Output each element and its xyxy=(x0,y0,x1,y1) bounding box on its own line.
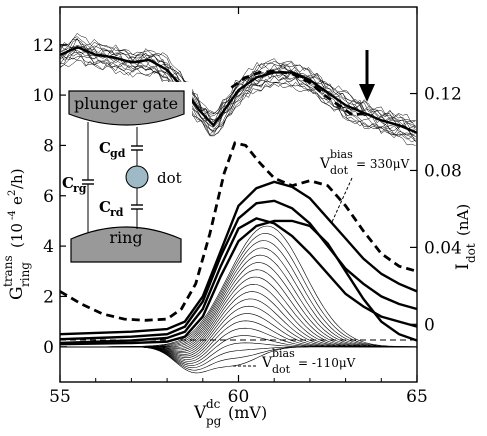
ring-label: ring xyxy=(109,228,142,247)
xlabel-sub: pg xyxy=(206,414,222,428)
inset-schematic: plunger gate ring dot C gd C rd C rg xyxy=(62,82,192,263)
y-right-tick-label: 0.08 xyxy=(424,161,462,181)
ylabel-left-exp: -4 xyxy=(7,210,18,220)
crg-sub: rg xyxy=(73,182,87,195)
bias-low-annotation: V bias dot = -110μV xyxy=(232,347,356,376)
bias-high-annotation: V bias dot = 330μV xyxy=(319,148,410,223)
bias-high-sup: bias xyxy=(330,148,353,161)
bias-high-v: V xyxy=(319,156,331,172)
series-4-line xyxy=(59,199,418,341)
bias-high-sub: dot xyxy=(330,164,349,177)
ylabel-left-exp2: 2 xyxy=(7,190,18,196)
bias-low-v: V xyxy=(261,355,273,371)
xlabel-unit: (mV) xyxy=(228,403,267,422)
y-left-tick-label: 0 xyxy=(43,338,54,358)
dot-label: dot xyxy=(157,169,182,187)
y-axis-label-left: G trans ring (10 -4 e 2 /h) xyxy=(1,168,32,300)
y-left-tick-label: 6 xyxy=(43,187,54,207)
plunger-gate-shape xyxy=(68,90,185,126)
series-5-line xyxy=(59,217,418,345)
bias-low-sup: bias xyxy=(272,347,295,360)
x-tick-label: 65 xyxy=(406,387,428,407)
series-2-line xyxy=(59,45,418,134)
noisy-sweep xyxy=(59,33,416,124)
noisy-sweep xyxy=(59,38,416,127)
thin-trace-group xyxy=(60,225,418,374)
y-left-tick-label: 2 xyxy=(43,287,54,307)
plunger-gate-label: plunger gate xyxy=(74,94,178,113)
ylabel-left-unit: (10 xyxy=(8,223,26,248)
noisy-sweep xyxy=(59,50,416,143)
crd-sub: rd xyxy=(110,206,124,219)
cgd-label: C xyxy=(99,139,111,157)
y-left-tick-label: 8 xyxy=(43,136,54,156)
crg-label: C xyxy=(62,174,74,192)
thin-trace xyxy=(60,276,417,351)
ylabel-left-unit3: /h) xyxy=(8,168,26,189)
y-left-tick-label: 10 xyxy=(32,86,54,106)
y-right-tick-label: 0.04 xyxy=(424,238,462,258)
bias-low-value: = -110μV xyxy=(298,356,356,370)
ylabel-left-main: G xyxy=(7,286,27,300)
dot-icon xyxy=(125,165,149,189)
xlabel-sup: dc xyxy=(206,397,221,411)
noisy-sweep xyxy=(59,59,416,146)
ylabel-left-sub: ring xyxy=(18,262,32,287)
thin-trace xyxy=(60,225,417,348)
y-right-tick-label: 0.12 xyxy=(424,85,462,105)
series-6-line xyxy=(59,219,418,346)
series-3-line xyxy=(59,180,418,336)
x-tick-label: 60 xyxy=(228,387,250,407)
noisy-sweep xyxy=(59,55,416,143)
x-tick-label: 55 xyxy=(49,387,71,407)
noisy-sweep xyxy=(59,51,416,137)
ylabel-right-sub: dot xyxy=(464,243,478,263)
bias-low-sub: dot xyxy=(272,363,291,376)
ylabel-left-sup: trans xyxy=(1,255,15,287)
series-1-line xyxy=(230,69,368,117)
series-group xyxy=(59,45,418,346)
y-left-tick-label: 4 xyxy=(43,237,54,257)
ylabel-right-main: I xyxy=(453,263,473,270)
noisy-sweep xyxy=(59,36,416,122)
y-axis-label-right: I dot (nA) xyxy=(453,204,478,270)
x-axis-label: V dc pg (mV) xyxy=(193,397,267,428)
crd-label: C xyxy=(99,198,111,216)
tick-group: 55 60 65 0 2 4 6 8 10 12 0 0.04 0.08 0.12 xyxy=(32,7,462,407)
noisy-sweep xyxy=(59,45,416,132)
bias-high-value: = 330μV xyxy=(356,157,410,171)
ylabel-right-unit: (nA) xyxy=(454,204,472,236)
ylabel-left-unit2: e xyxy=(8,196,26,205)
cgd-sub: gd xyxy=(110,147,126,160)
y-left-tick-label: 12 xyxy=(32,36,54,56)
xlabel-main: V xyxy=(193,403,207,423)
series-0-line xyxy=(59,141,418,322)
y-right-tick-label: 0 xyxy=(424,315,435,335)
down-arrow-icon xyxy=(359,50,375,102)
